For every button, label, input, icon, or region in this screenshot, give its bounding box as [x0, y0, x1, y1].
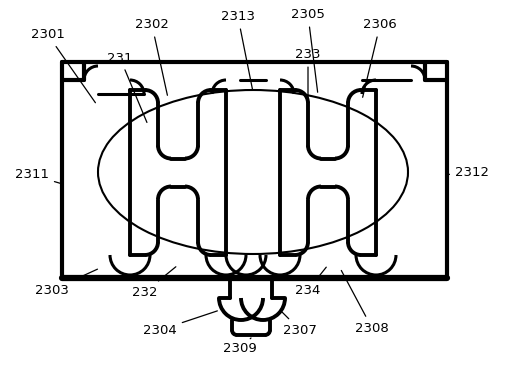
Text: 2308: 2308	[341, 270, 389, 334]
Text: 2312: 2312	[446, 166, 489, 179]
Text: 231: 231	[107, 51, 147, 122]
Text: 2307: 2307	[282, 312, 317, 336]
Text: 232: 232	[132, 267, 176, 298]
Text: 2313: 2313	[221, 10, 255, 89]
Text: 233: 233	[295, 48, 321, 117]
Text: 2311: 2311	[15, 169, 63, 184]
Text: 234: 234	[295, 267, 326, 296]
Text: 2305: 2305	[291, 8, 325, 92]
Text: 2304: 2304	[143, 311, 217, 336]
Text: 2303: 2303	[35, 269, 97, 296]
Text: 2306: 2306	[363, 18, 397, 97]
Text: 2309: 2309	[223, 338, 257, 354]
Text: 2302: 2302	[135, 18, 169, 95]
Text: 2301: 2301	[31, 28, 95, 103]
